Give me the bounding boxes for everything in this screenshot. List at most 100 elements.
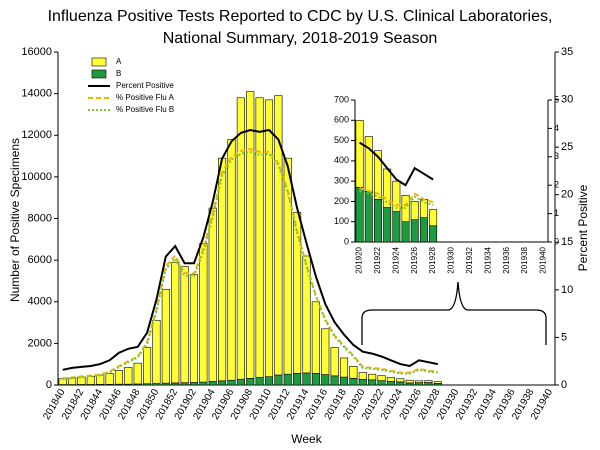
y-tick-label: 14000 [21, 88, 52, 100]
bar [264, 99, 274, 377]
bar [311, 373, 320, 386]
y2-tick-label: 3 [554, 151, 559, 161]
bar [255, 377, 264, 386]
y2-tick-label: 5 [561, 331, 567, 343]
bar [302, 372, 311, 386]
bar [171, 382, 180, 386]
y2-tick-label: 1 [554, 208, 559, 218]
x-tick-label: 201920 [355, 246, 364, 273]
bar [377, 380, 386, 386]
y2-tick-label: 2 [554, 180, 559, 190]
y-tick-label: 12000 [21, 129, 52, 141]
bar [283, 157, 292, 375]
line [62, 150, 438, 381]
bar [383, 207, 392, 243]
bar [373, 199, 382, 243]
bar [414, 380, 424, 384]
bar [429, 225, 438, 243]
y-tick-label: 700 [334, 94, 349, 104]
x-tick-label: 201940 [539, 246, 548, 273]
legend-label: % Positive Flu A [116, 93, 174, 102]
x-tick-label: 201934 [483, 246, 492, 273]
zoom-bracket [361, 281, 547, 345]
bar [410, 201, 419, 220]
bar [414, 382, 424, 386]
y-tick-label: 300 [334, 176, 349, 186]
bar [410, 219, 419, 243]
legend-swatch [91, 57, 107, 67]
bar [368, 379, 377, 386]
bar [429, 209, 438, 227]
bar [424, 380, 433, 383]
bar [330, 375, 339, 386]
bar [355, 186, 364, 243]
bar [58, 378, 67, 385]
bar [396, 381, 405, 386]
y2-tick-label: 10 [561, 284, 573, 296]
legend-label: A [116, 57, 122, 66]
y-tick-label: 2000 [28, 337, 52, 349]
y-tick-label: 500 [334, 135, 349, 145]
bar [293, 373, 302, 386]
legend-label: % Positive Flu B [116, 105, 174, 114]
bar [377, 375, 386, 381]
bar [349, 365, 358, 379]
y-tick-label: 4000 [28, 296, 52, 308]
bar [264, 376, 274, 386]
bar [373, 150, 382, 200]
x-tick-label: 201932 [465, 246, 474, 273]
bar [180, 266, 189, 384]
x-tick-label: 201928 [428, 246, 437, 273]
bar [199, 243, 208, 383]
bar [227, 139, 236, 381]
x-axis-title: Week [291, 432, 322, 446]
line [62, 128, 438, 371]
x-tick-label: 201922 [373, 246, 382, 273]
bar [236, 97, 245, 380]
bar [392, 211, 401, 243]
bar [321, 374, 330, 386]
bar [171, 261, 180, 384]
bar [358, 372, 367, 380]
y2-tick-label: 0 [561, 379, 567, 391]
y2-tick-label: 30 [561, 93, 573, 105]
y-tick-label: 200 [334, 196, 349, 206]
y2-axis-title: Percent Positive [576, 184, 590, 271]
y-tick-label: 8000 [28, 212, 52, 224]
bar [419, 217, 428, 243]
y-tick-label: 10000 [21, 171, 52, 183]
bar [392, 180, 401, 212]
x-tick-label: 201926 [410, 246, 419, 273]
y-tick-label: 0 [46, 379, 52, 391]
bar [364, 190, 373, 243]
bar [321, 328, 330, 375]
bar [311, 301, 320, 374]
bar [364, 136, 373, 192]
bar [302, 255, 311, 374]
bar [124, 367, 133, 385]
bar [405, 379, 414, 384]
bar [424, 382, 433, 386]
bar [114, 370, 124, 385]
bar [143, 347, 152, 385]
y-tick-label: 600 [334, 115, 349, 125]
bar [246, 91, 255, 379]
bar [189, 274, 199, 383]
legend-label: Percent Positive [116, 81, 174, 90]
y-axis-title: Number of Positive Specimens [8, 138, 22, 302]
legend-label: B [116, 69, 121, 78]
y2-tick-label: 35 [561, 46, 573, 58]
bar [396, 378, 405, 383]
bar [180, 382, 189, 386]
bar [355, 119, 364, 188]
bar [293, 211, 302, 374]
bar [401, 221, 410, 243]
legend-swatch [91, 69, 107, 79]
bar [208, 207, 217, 382]
y2-tick-label: 15 [561, 236, 573, 248]
line [359, 141, 434, 187]
bar [199, 381, 208, 386]
bar [236, 378, 245, 386]
bar [283, 373, 292, 386]
